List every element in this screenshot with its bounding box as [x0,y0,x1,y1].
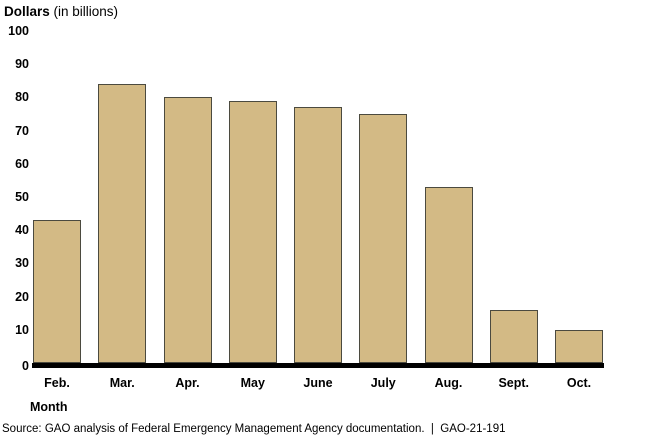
x-tick-label-mar: Mar. [109,376,135,390]
chart-title: Dollars (in billions) [4,4,118,19]
x-tick-label-june: June [303,376,333,390]
source-note: Source: GAO analysis of Federal Emergenc… [2,423,506,435]
y-tick-label-80: 80 [15,90,29,105]
y-tick-label-0: 0 [22,358,29,373]
x-tick-label-sept: Sept. [498,376,530,390]
x-axis-title: Month [30,400,68,414]
bar-feb [33,220,81,363]
x-axis-line [32,363,604,368]
bar-july [359,114,408,363]
y-tick-label-10: 10 [15,322,29,337]
bar-may [228,100,277,363]
bar-aug [424,187,473,363]
chart-title-bold: Dollars [4,4,50,19]
y-tick-label-70: 70 [15,123,29,138]
x-tick-label-aug: Aug. [434,376,463,390]
x-tick-label-may: May [240,376,265,390]
bar-sept [489,309,538,363]
bar-apr [163,97,212,363]
chart-title-units: (in billions) [49,4,119,19]
y-tick-label-60: 60 [15,156,29,171]
bar-mar [98,84,147,363]
y-tick-label-50: 50 [15,190,29,204]
bar-oct [555,329,603,363]
y-tick-label-20: 20 [15,289,29,304]
x-tick-label-july: July [370,376,396,390]
y-tick-label-90: 90 [15,57,29,72]
y-tick-label-30: 30 [15,256,29,271]
bar-june [294,107,342,363]
x-tick-label-apr: Apr. [175,376,200,390]
y-tick-label-40: 40 [15,223,29,238]
x-tick-label-oct: Oct. [566,376,592,390]
y-tick-label-100: 100 [8,24,29,38]
x-tick-label-feb: Feb. [44,376,70,390]
